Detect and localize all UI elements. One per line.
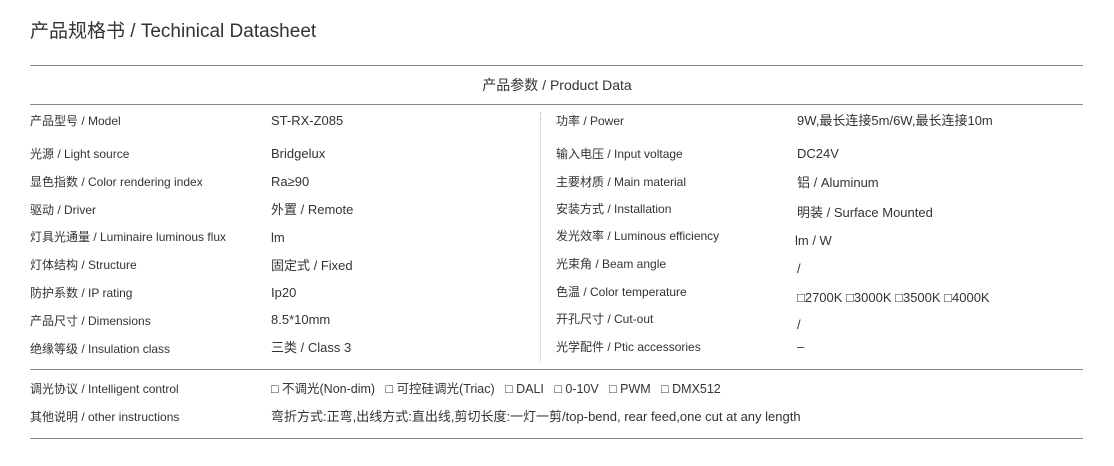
- spec-value: 8.5*10mm: [271, 312, 331, 327]
- spec-label: 主要材质 / Main material: [556, 175, 687, 189]
- spec-label: 其他说明 / other instructions: [30, 410, 180, 424]
- spec-label: 防护系数 / IP rating: [30, 286, 133, 300]
- spec-label: 产品尺寸 / Dimensions: [30, 314, 151, 328]
- spec-label: 功率 / Power: [556, 114, 625, 128]
- spec-label: 产品型号 / Model: [30, 114, 121, 128]
- spec-value: 三类 / Class 3: [271, 340, 352, 355]
- spec-value: 明装 / Surface Mounted: [797, 205, 933, 220]
- spec-value: ST-RX-Z085: [271, 113, 344, 128]
- spec-value: lm: [271, 230, 285, 245]
- spec-label: 绝缘等级 / Insulation class: [30, 342, 171, 356]
- spec-value: lm / W: [795, 233, 832, 248]
- spec-label: 光学配件 / Ptic accessories: [556, 340, 701, 354]
- spec-label: 灯具光通量 / Luminaire luminous flux: [30, 230, 227, 244]
- spec-value: Bridgelux: [271, 146, 326, 161]
- spec-label: 开孔尺寸 / Cut-out: [556, 312, 654, 326]
- spec-value: 弯折方式:正弯,出线方式:直出线,剪切长度:一灯一剪/top-bend, rea…: [271, 409, 801, 424]
- spec-label: 光束角 / Beam angle: [556, 257, 667, 271]
- dimming-options[interactable]: □ 不调光(Non-dim) □ 可控硅调光(Triac) □ DALI □ 0…: [271, 382, 721, 396]
- spec-label: 输入电压 / Input voltage: [556, 147, 683, 161]
- divider: [30, 369, 1083, 370]
- spec-label: 安装方式 / Installation: [556, 202, 672, 216]
- spec-value: 铝 / Aluminum: [797, 175, 879, 190]
- spec-value: Ra≥90: [271, 174, 310, 189]
- spec-value: Ip20: [271, 285, 297, 300]
- spec-label: 调光协议 / Intelligent control: [30, 382, 179, 396]
- divider: [30, 104, 1083, 105]
- spec-value: 9W,最长连接5m/6W,最长连接10m: [797, 113, 993, 128]
- spec-value: DC24V: [797, 146, 839, 161]
- column-divider: [540, 112, 541, 362]
- spec-label: 灯体结构 / Structure: [30, 258, 137, 272]
- spec-value: –: [797, 339, 805, 354]
- spec-value: /: [797, 317, 801, 332]
- divider: [30, 438, 1083, 439]
- spec-value: /: [797, 261, 801, 276]
- spec-label: 发光效率 / Luminous efficiency: [556, 229, 720, 243]
- spec-value[interactable]: □2700K □3000K □3500K □4000K: [797, 290, 990, 305]
- divider: [30, 65, 1083, 66]
- spec-label: 驱动 / Driver: [30, 203, 97, 217]
- section-title: 产品参数 / Product Data: [482, 77, 632, 93]
- spec-value: 固定式 / Fixed: [271, 258, 353, 273]
- page-title: 产品规格书 / Techinical Datasheet: [30, 21, 317, 42]
- spec-value: 外置 / Remote: [271, 202, 354, 217]
- spec-label: 显色指数 / Color rendering index: [30, 175, 203, 189]
- spec-label: 色温 / Color temperature: [556, 285, 687, 299]
- spec-label: 光源 / Light source: [30, 147, 130, 161]
